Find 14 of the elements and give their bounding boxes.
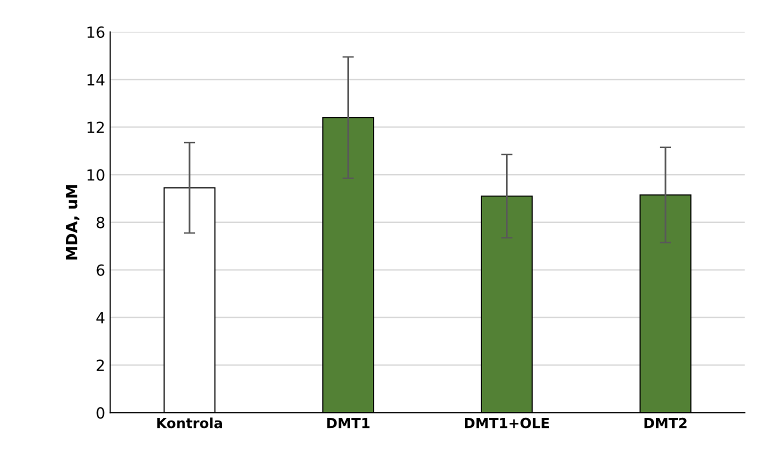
y-tick-label: 10 <box>88 169 104 181</box>
y-tick-label: 12 <box>88 122 104 133</box>
y-tick-label: 8 <box>96 216 104 228</box>
y-axis-title: MDA, uM <box>66 185 80 260</box>
y-tick-label: 6 <box>96 264 104 276</box>
y-tick-label: 2 <box>96 360 104 371</box>
y-tick-label: 16 <box>88 26 104 38</box>
x-tick-label: DMT1+OLE <box>464 418 549 428</box>
y-tick-label: 14 <box>88 74 104 86</box>
x-tick-label: DMT2 <box>644 418 687 428</box>
y-tick-label: 0 <box>96 407 104 419</box>
x-tick-label: Kontrola <box>157 418 222 428</box>
x-tick-label: DMT1 <box>327 418 370 428</box>
y-tick-label: 4 <box>96 312 104 324</box>
